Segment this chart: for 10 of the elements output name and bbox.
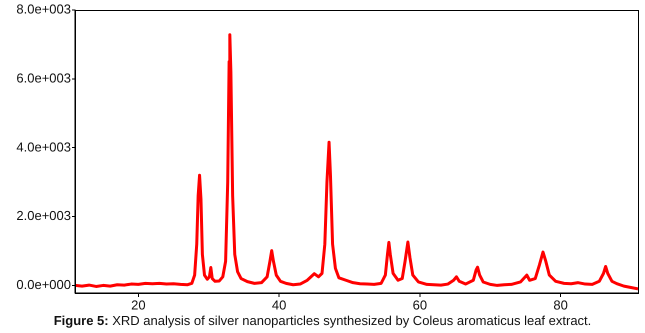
x-tick-label: 20 — [131, 297, 146, 312]
y-tick-label: 6.0e+003 — [16, 70, 71, 86]
y-tick-label: 2.0e+003 — [16, 208, 71, 224]
y-tick-label: 8.0e+003 — [16, 2, 71, 17]
y-tick-label: 0.0e+000 — [16, 277, 71, 292]
x-tick-label: 80 — [553, 297, 568, 312]
y-tick-label: 4.0e+003 — [16, 139, 71, 154]
x-tick-label: 60 — [412, 297, 428, 312]
caption: Figure 5: XRD analysis of silver nanoparticles synthesized by Coleus aromaticus leaf extract. — [52, 313, 592, 328]
x-tick-label: 40 — [272, 297, 286, 312]
